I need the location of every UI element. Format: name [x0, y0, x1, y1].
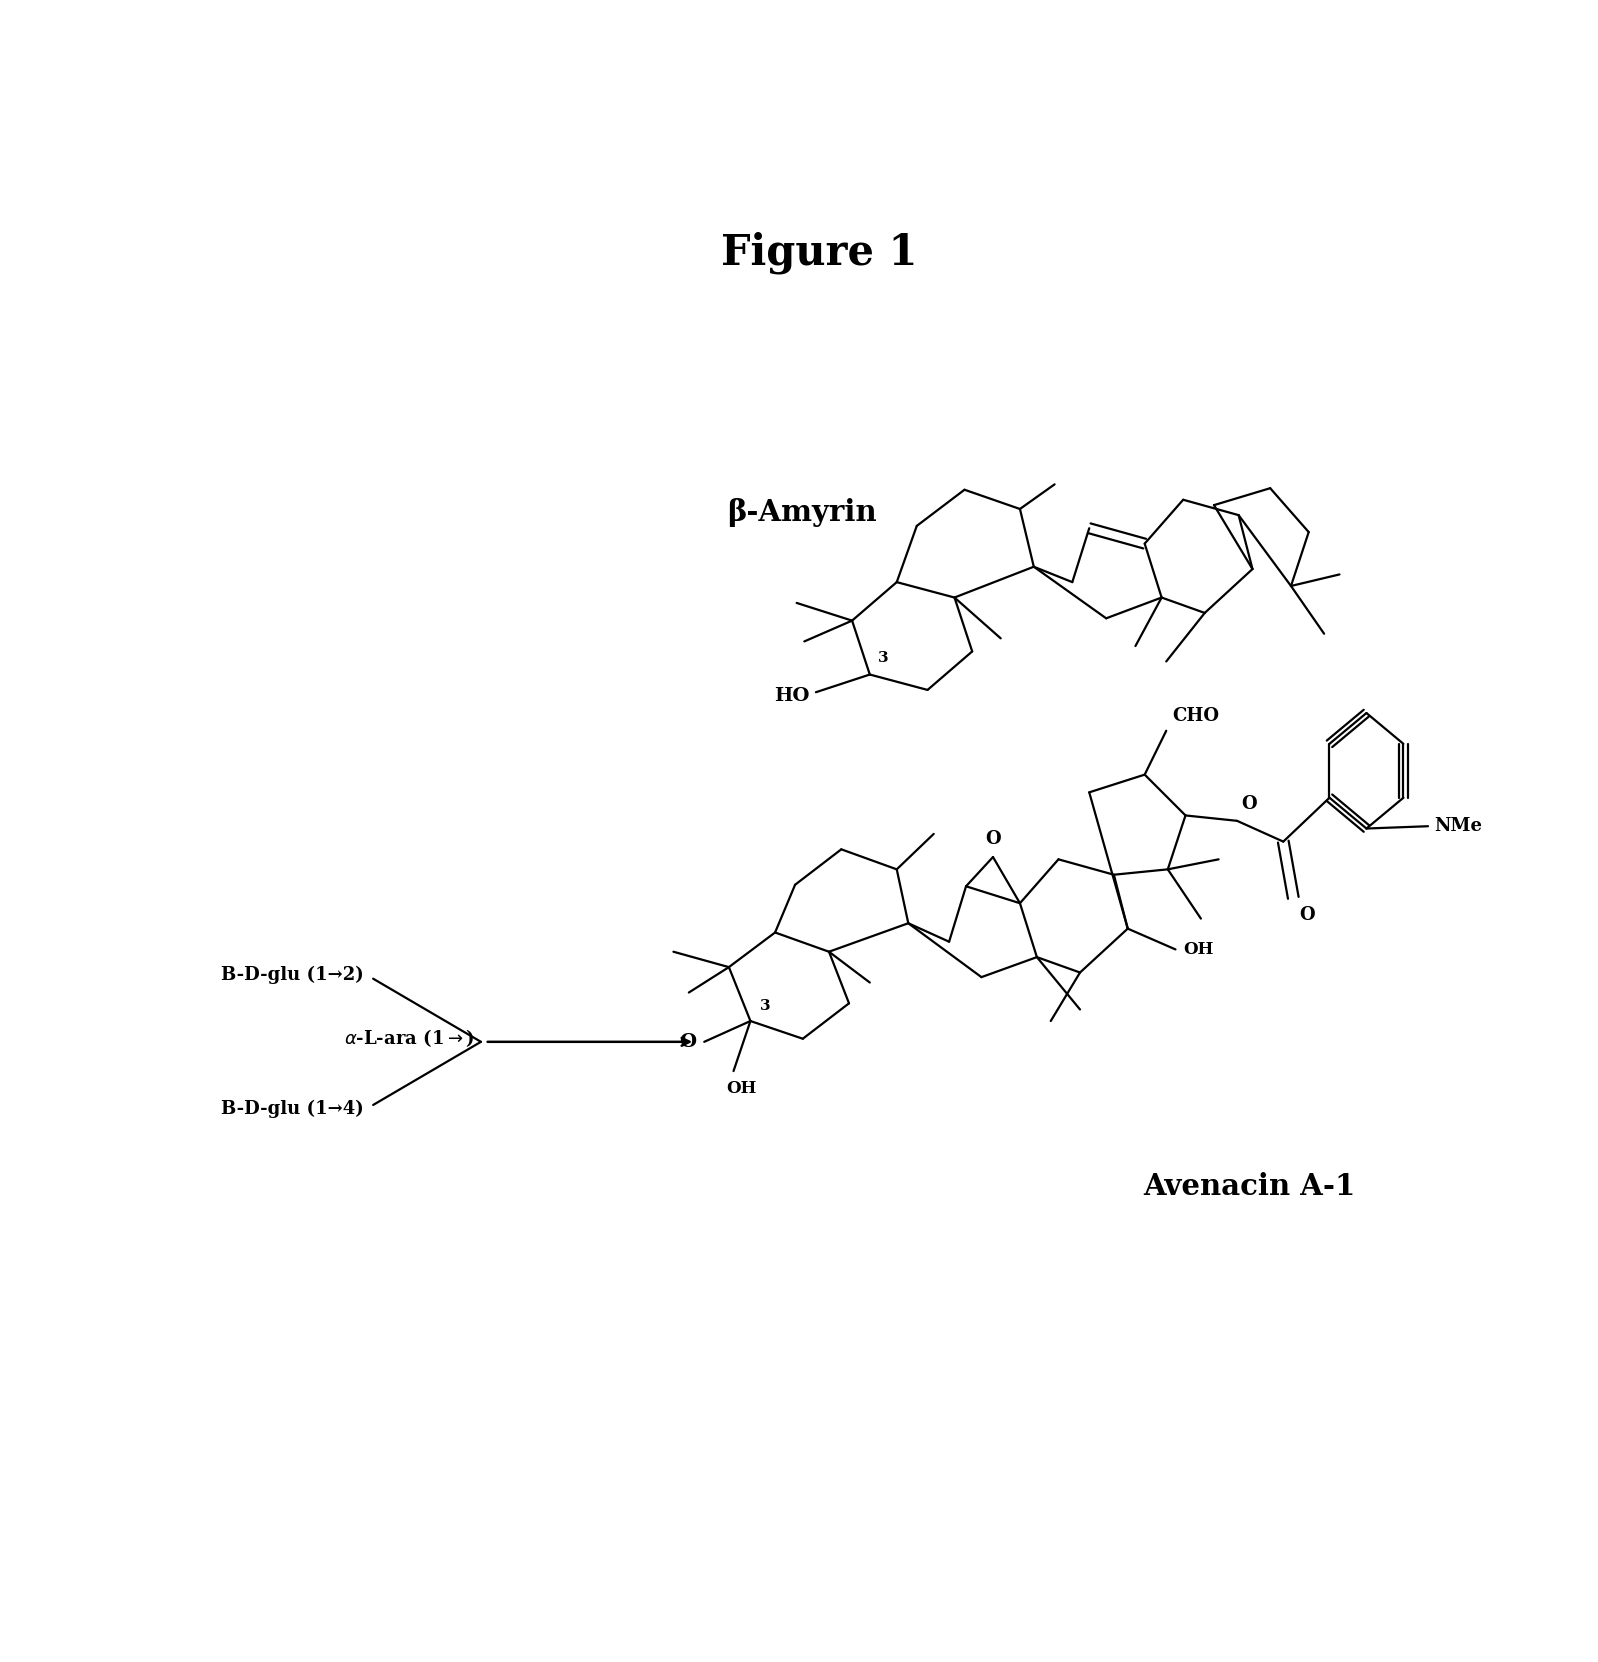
Text: β-Amyrin: β-Amyrin [727, 499, 877, 527]
Text: Figure 1: Figure 1 [721, 231, 917, 274]
Text: OH: OH [725, 1080, 756, 1097]
Text: $\alpha$-L-ara (1$\rightarrow$): $\alpha$-L-ara (1$\rightarrow$) [344, 1027, 475, 1049]
Text: 3: 3 [759, 999, 770, 1014]
Text: OH: OH [1183, 941, 1213, 957]
Text: O: O [679, 1032, 697, 1050]
Text: CHO: CHO [1173, 706, 1219, 725]
Text: HO: HO [775, 686, 810, 705]
Text: NMe: NMe [1435, 818, 1483, 836]
Text: Avenacin A-1: Avenacin A-1 [1143, 1172, 1355, 1202]
Text: B-D-glu (1→4): B-D-glu (1→4) [221, 1100, 364, 1119]
Text: 3: 3 [877, 652, 888, 665]
Text: B-D-glu (1→2): B-D-glu (1→2) [221, 966, 364, 984]
Text: O: O [1242, 794, 1256, 813]
Text: O: O [986, 829, 1000, 848]
Text: O: O [1299, 906, 1315, 924]
